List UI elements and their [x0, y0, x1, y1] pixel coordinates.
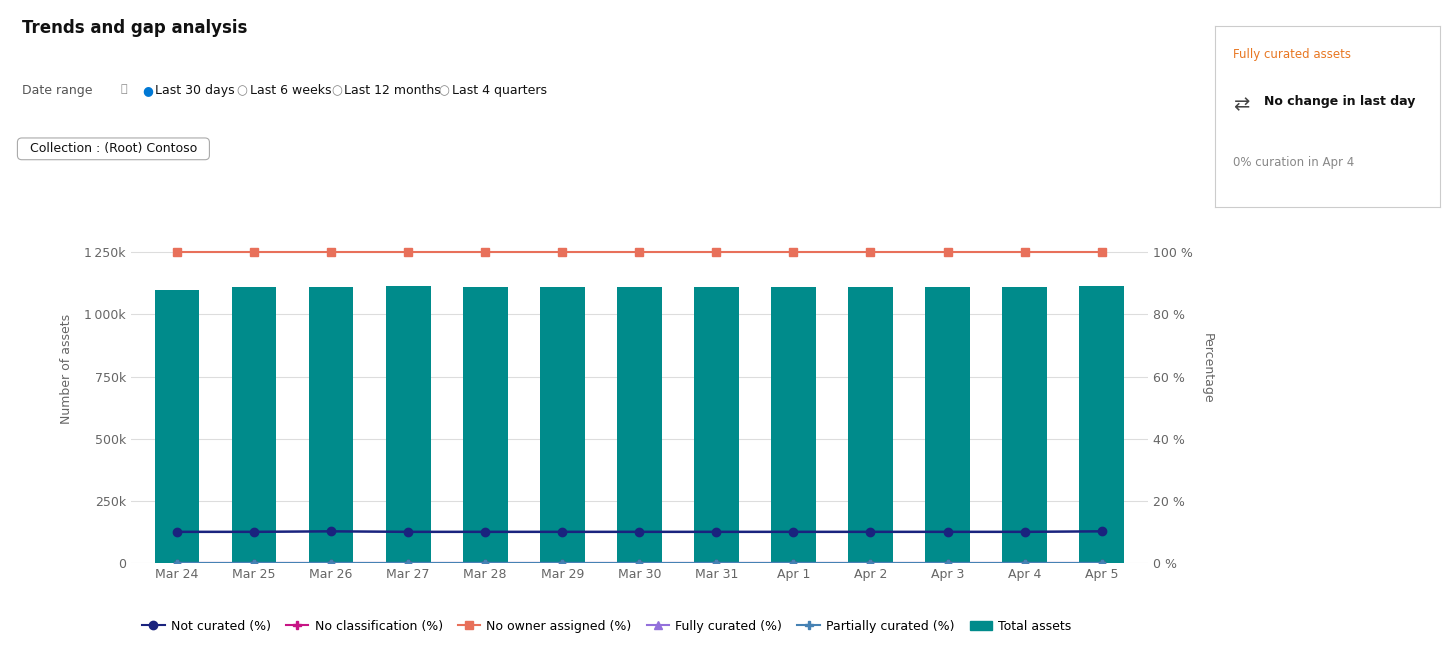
Text: Last 4 quarters: Last 4 quarters	[452, 84, 546, 97]
Bar	[849, 287, 892, 563]
Text: 0% curation in Apr 4: 0% curation in Apr 4	[1232, 157, 1354, 170]
Bar	[1003, 287, 1048, 563]
Text: ⇄: ⇄	[1232, 94, 1250, 114]
Bar	[618, 287, 661, 563]
Bar	[231, 287, 276, 563]
Y-axis label: Number of assets: Number of assets	[60, 314, 73, 424]
Bar	[926, 287, 971, 563]
Text: ○: ○	[237, 84, 247, 97]
Text: No change in last day: No change in last day	[1264, 94, 1415, 107]
Bar	[695, 287, 738, 563]
Text: ○: ○	[331, 84, 341, 97]
Text: Trends and gap analysis: Trends and gap analysis	[22, 19, 247, 38]
Bar	[308, 287, 353, 563]
Text: ⓘ: ⓘ	[121, 84, 128, 94]
Legend: Not curated (%), No classification (%), No owner assigned (%), Fully curated (%): Not curated (%), No classification (%), …	[137, 615, 1077, 637]
Text: ●: ●	[142, 84, 153, 97]
Y-axis label: Percentage: Percentage	[1200, 333, 1213, 404]
Text: Last 30 days: Last 30 days	[155, 84, 235, 97]
Text: Last 6 weeks: Last 6 weeks	[250, 84, 331, 97]
Bar	[386, 286, 430, 563]
Text: Last 12 months: Last 12 months	[344, 84, 442, 97]
Bar	[154, 290, 199, 563]
Bar	[1080, 286, 1125, 563]
Bar	[541, 287, 584, 563]
Text: Date range: Date range	[22, 84, 93, 97]
Text: Fully curated assets: Fully curated assets	[1232, 48, 1351, 61]
Bar	[772, 287, 815, 563]
Text: Collection : (Root) Contoso: Collection : (Root) Contoso	[22, 142, 205, 155]
Text: ○: ○	[439, 84, 449, 97]
Bar	[464, 287, 507, 563]
